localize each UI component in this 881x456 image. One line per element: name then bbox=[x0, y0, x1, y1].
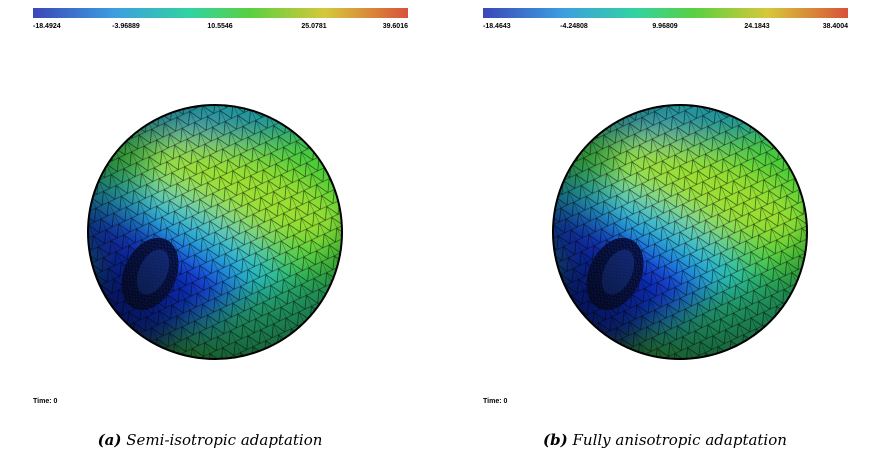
caption-text: Fully anisotropic adaptation bbox=[572, 431, 787, 449]
colorbar bbox=[483, 8, 848, 18]
colorbar-tick: -4.24808 bbox=[560, 23, 588, 30]
colorbar-tick: 25.0781 bbox=[301, 23, 326, 30]
time-label: Time: 0 bbox=[483, 398, 507, 405]
sphere-render bbox=[479, 88, 828, 387]
time-label: Time: 0 bbox=[33, 398, 57, 405]
caption: (a) Semi-isotropic adaptation bbox=[98, 431, 323, 449]
colorbar-tick: -18.4643 bbox=[483, 23, 511, 30]
caption-label: (a) bbox=[98, 431, 122, 449]
caption-label: (b) bbox=[543, 431, 568, 449]
colorbar-tick: 9.96809 bbox=[652, 23, 677, 30]
colorbar bbox=[33, 8, 408, 18]
colorbar-tick: -18.4924 bbox=[33, 23, 61, 30]
colorbar-tick: 38.4004 bbox=[823, 23, 848, 30]
caption: (b) Fully anisotropic adaptation bbox=[543, 431, 787, 449]
sphere-render bbox=[14, 88, 363, 387]
colorbar-tick: -3.96889 bbox=[112, 23, 140, 30]
panel-b: -18.4643 -4.24808 9.96809 24.1843 38.400… bbox=[479, 8, 848, 449]
colorbar-tick: 39.6016 bbox=[383, 23, 408, 30]
panel-a: -18.4924 -3.96889 10.5546 25.0781 39.601… bbox=[14, 8, 408, 449]
colorbar-tick: 10.5546 bbox=[207, 23, 232, 30]
caption-text: Semi-isotropic adaptation bbox=[126, 431, 322, 449]
colorbar-tick: 24.1843 bbox=[744, 23, 769, 30]
